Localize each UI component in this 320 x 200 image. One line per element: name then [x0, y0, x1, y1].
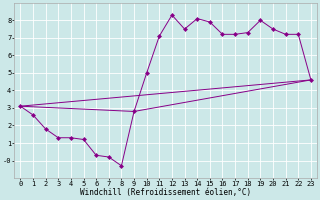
X-axis label: Windchill (Refroidissement éolien,°C): Windchill (Refroidissement éolien,°C) [80, 188, 251, 197]
